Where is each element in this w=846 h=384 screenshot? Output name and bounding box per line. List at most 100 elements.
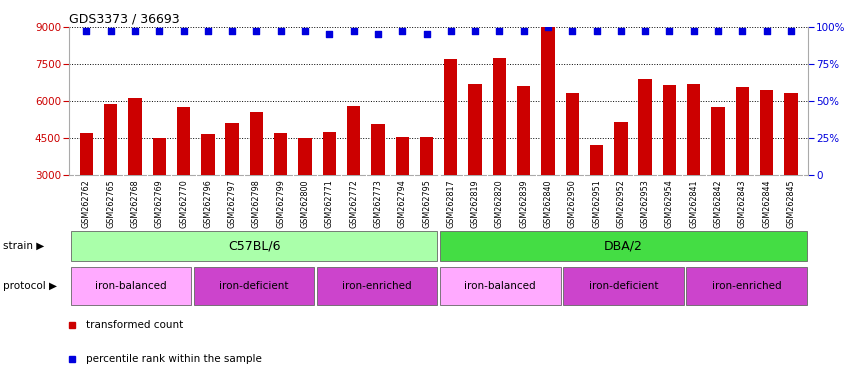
Bar [194, 268, 315, 305]
Point [565, 28, 579, 35]
Text: GSM262843: GSM262843 [738, 179, 747, 228]
Text: GSM262772: GSM262772 [349, 179, 358, 228]
Bar [371, 124, 385, 175]
Bar [316, 268, 437, 305]
Text: GSM262770: GSM262770 [179, 179, 188, 228]
Text: GSM262839: GSM262839 [519, 179, 528, 228]
Text: GSM262762: GSM262762 [82, 179, 91, 228]
Bar [590, 145, 603, 175]
Point [760, 28, 773, 35]
Bar [639, 79, 651, 175]
Point [371, 31, 385, 37]
Point [444, 28, 458, 35]
Bar [566, 93, 579, 175]
Text: GSM262952: GSM262952 [617, 179, 625, 228]
Text: strain ▶: strain ▶ [3, 241, 44, 251]
Point [104, 28, 118, 35]
Text: GSM262953: GSM262953 [640, 179, 650, 228]
Bar [226, 123, 239, 175]
Text: GSM262797: GSM262797 [228, 179, 237, 228]
Point [201, 28, 215, 35]
Bar [274, 133, 288, 175]
Point [299, 28, 312, 35]
Text: iron-balanced: iron-balanced [95, 281, 167, 291]
Bar [686, 268, 807, 305]
Text: GSM262768: GSM262768 [130, 179, 140, 228]
Point [250, 28, 263, 35]
Text: GSM262819: GSM262819 [470, 179, 480, 228]
Text: GSM262795: GSM262795 [422, 179, 431, 228]
Bar [104, 104, 118, 175]
Text: GSM262842: GSM262842 [713, 179, 722, 228]
Bar [420, 137, 433, 175]
Text: GSM262771: GSM262771 [325, 179, 334, 228]
Point [517, 28, 530, 35]
Point [469, 28, 482, 35]
Point [590, 28, 603, 35]
Text: GSM262844: GSM262844 [762, 179, 772, 228]
Point [735, 28, 749, 35]
Text: iron-deficient: iron-deficient [219, 281, 288, 291]
Bar [492, 58, 506, 175]
Text: percentile rank within the sample: percentile rank within the sample [85, 354, 261, 364]
Text: GSM262954: GSM262954 [665, 179, 674, 228]
Bar [299, 138, 311, 175]
Point [274, 28, 288, 35]
Bar [70, 268, 191, 305]
Text: GSM262950: GSM262950 [568, 179, 577, 228]
Point [177, 28, 190, 35]
Bar [662, 85, 676, 175]
Text: GSM262765: GSM262765 [106, 179, 115, 228]
Bar [347, 106, 360, 175]
Text: iron-enriched: iron-enriched [711, 281, 781, 291]
Bar [736, 87, 749, 175]
Point [711, 28, 725, 35]
Bar [469, 84, 481, 175]
Bar [444, 59, 458, 175]
Point [784, 28, 798, 35]
Bar [201, 134, 215, 175]
Bar [760, 90, 773, 175]
Bar [687, 84, 700, 175]
Text: GSM262796: GSM262796 [203, 179, 212, 228]
Text: GSM262794: GSM262794 [398, 179, 407, 228]
Point [80, 28, 93, 35]
Point [639, 28, 652, 35]
Text: transformed count: transformed count [85, 320, 183, 330]
Text: GSM262841: GSM262841 [689, 179, 698, 228]
Point [541, 24, 555, 30]
Bar [80, 133, 93, 175]
Point [614, 28, 628, 35]
Bar [563, 268, 684, 305]
Point [129, 28, 142, 35]
Bar [784, 93, 798, 175]
Text: GSM262769: GSM262769 [155, 179, 164, 228]
Bar [440, 268, 561, 305]
Text: iron-enriched: iron-enriched [343, 281, 412, 291]
Text: GSM262800: GSM262800 [300, 179, 310, 228]
Bar [129, 98, 141, 175]
Bar [152, 138, 166, 175]
Text: GSM262817: GSM262817 [447, 179, 455, 228]
Bar [517, 86, 530, 175]
Point [225, 28, 239, 35]
Text: DBA/2: DBA/2 [604, 239, 643, 252]
Text: GSM262951: GSM262951 [592, 179, 601, 228]
Text: GSM262773: GSM262773 [373, 179, 382, 228]
Text: iron-deficient: iron-deficient [589, 281, 658, 291]
Bar [70, 230, 437, 261]
Point [152, 28, 166, 35]
Text: iron-balanced: iron-balanced [464, 281, 536, 291]
Bar [440, 230, 807, 261]
Point [322, 31, 336, 37]
Point [687, 28, 700, 35]
Bar [711, 107, 725, 175]
Bar [396, 137, 409, 175]
Bar [322, 132, 336, 175]
Text: GDS3373 / 36693: GDS3373 / 36693 [69, 13, 180, 26]
Point [395, 28, 409, 35]
Text: protocol ▶: protocol ▶ [3, 281, 57, 291]
Bar [250, 112, 263, 175]
Text: GSM262840: GSM262840 [543, 179, 552, 228]
Text: GSM262820: GSM262820 [495, 179, 504, 228]
